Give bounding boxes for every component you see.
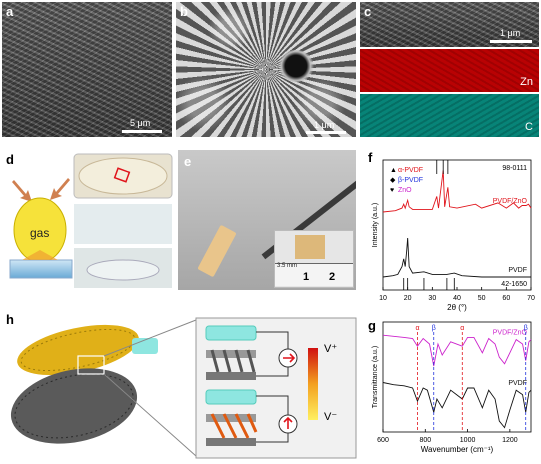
- f-x-tick-label: 10: [379, 295, 387, 302]
- ruler-small-label: 3.5 mm: [277, 263, 298, 269]
- arrow-right-icon: [50, 178, 70, 200]
- g-series-name: PVDF/ZnO: [493, 330, 528, 337]
- f-legend-symbol: ▲: [390, 167, 397, 174]
- f-legend-text: β-PVDF: [398, 177, 423, 184]
- panel-a-scale-text: 5 μm: [130, 118, 151, 128]
- device-top: [205, 325, 298, 380]
- panel-d-drawing: [9, 153, 173, 288]
- fiber-cross-section: [278, 50, 314, 82]
- arrow-left-icon: [12, 180, 32, 202]
- g-band-marker-label: β: [524, 325, 528, 332]
- f-reference-label: 98-0111: [502, 165, 527, 172]
- f-x-tick-label: 60: [502, 295, 510, 302]
- panel-h-drawing: [10, 317, 357, 459]
- f-legend-symbol: ◆: [390, 177, 396, 184]
- f-x-tick-label: 40: [453, 295, 461, 302]
- panel-h-label: h: [6, 312, 14, 327]
- f-x-tick-label: 50: [478, 295, 486, 302]
- vminus-label: V⁻: [324, 411, 338, 423]
- inset-photo: 3.5 mm 1 2: [274, 230, 354, 288]
- vplus-label: V⁺: [324, 343, 338, 355]
- g-x-tick-label: 1200: [502, 437, 518, 444]
- zn-map: [360, 49, 539, 92]
- g-x-axis-label: Wavenumber (cm⁻¹): [421, 445, 494, 454]
- f-legend-symbol: ♥: [390, 187, 394, 194]
- panel-b-scale-bar: [306, 131, 346, 134]
- g-plot-frame: [382, 321, 532, 433]
- panel-c-scale-bar: [490, 40, 532, 43]
- panel-c-eds: c 1 μm Zn C: [360, 2, 539, 137]
- f-legend-text: ZnO: [398, 187, 412, 194]
- panel-e-photo: e 3.5 mm 1 2: [178, 150, 356, 290]
- f-series-name: PVDF: [508, 267, 527, 274]
- panel-a-label: a: [6, 4, 14, 19]
- fiber-model: [10, 324, 158, 444]
- c-map: [360, 94, 539, 137]
- panel-b-sem-image: b 1 μm: [176, 2, 356, 137]
- panel-d-label: d: [6, 152, 14, 167]
- g-band-marker-label: α: [415, 325, 419, 332]
- f-plot-frame: [382, 159, 532, 291]
- zn-map-label: Zn: [520, 76, 533, 88]
- panel-c-sem-strip: [360, 2, 539, 47]
- ruler-bar: [275, 263, 353, 286]
- panel-b-scale-text: 1 μm: [314, 120, 335, 130]
- f-y-axis-label: Intensity (a.u.): [372, 203, 379, 247]
- device-bottom: [205, 389, 298, 446]
- panel-b-label: b: [180, 4, 188, 19]
- sample-strip: [197, 224, 237, 278]
- f-series-line: [382, 170, 532, 213]
- panel-f-label: f: [368, 150, 373, 165]
- panel-e-label: e: [184, 154, 192, 169]
- g-x-tick-label: 800: [419, 437, 431, 444]
- f-series-line: [382, 237, 531, 278]
- ruler-1-label: 1: [303, 271, 310, 283]
- f-x-tick-label: 30: [428, 295, 436, 302]
- f-x-tick-label: 70: [527, 295, 535, 302]
- panel-c-label: c: [364, 4, 372, 19]
- gas-label: gas: [30, 226, 50, 240]
- g-x-tick-label: 1000: [460, 437, 476, 444]
- g-band-marker-label: β: [432, 325, 436, 332]
- panel-c-scale-text: 1 μm: [500, 28, 521, 38]
- f-x-tick-label: 20: [404, 295, 412, 302]
- g-band-marker-label: α: [460, 325, 464, 332]
- g-y-axis-label: Transmittance (a.u.): [372, 346, 379, 408]
- panel-d: d gas: [2, 150, 174, 290]
- g-x-tick-label: 600: [377, 437, 389, 444]
- c-map-label: C: [525, 121, 533, 133]
- panel-h: h: [2, 310, 362, 460]
- panel-a-scale-bar: [122, 130, 162, 133]
- panel-g-label: g: [368, 318, 376, 333]
- f-reference-label: 42-1650: [501, 281, 527, 288]
- f-series-name: PVDF/ZnO: [493, 198, 528, 205]
- g-series-line: [382, 382, 532, 429]
- g-series-line: [382, 334, 532, 367]
- panel-a-sem-image: a 5 μm: [2, 2, 172, 137]
- f-legend-text: α-PVDF: [398, 167, 423, 174]
- voltage-colorbar: [308, 348, 318, 420]
- ruler-2-label: 2: [329, 271, 336, 283]
- f-x-axis-label: 2θ (°): [447, 303, 467, 312]
- g-series-name: PVDF: [508, 380, 527, 387]
